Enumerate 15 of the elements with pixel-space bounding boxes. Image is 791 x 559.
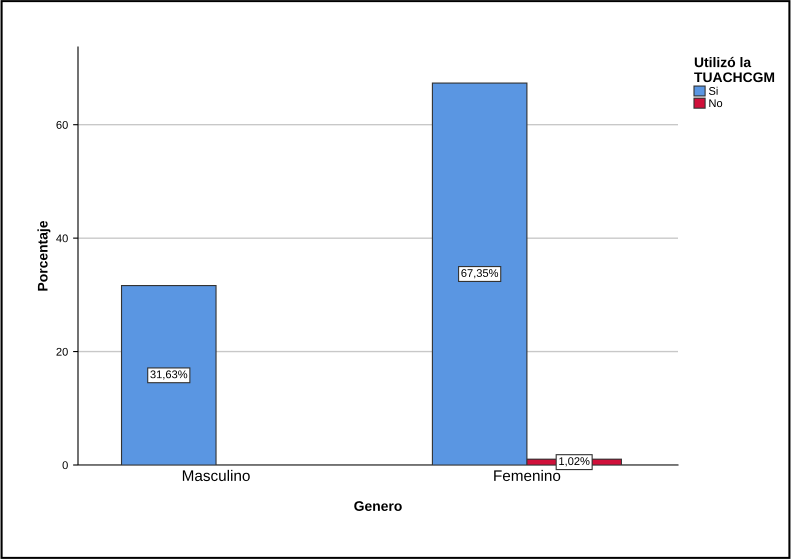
- y-tick-label: 40: [56, 234, 68, 242]
- legend-label: No: [709, 99, 722, 108]
- x-tick-label: Masculino: [182, 470, 250, 482]
- y-axis-title: Porcentaje: [37, 220, 50, 291]
- y-tick-label: 60: [56, 120, 68, 129]
- bar: [120, 285, 217, 465]
- data-label: 67,35%: [461, 269, 498, 278]
- y-tick-label: 0: [62, 461, 68, 470]
- data-label: 1,02%: [559, 457, 590, 466]
- x-axis-title: Genero: [354, 501, 402, 511]
- y-tick-label: 20: [56, 348, 68, 356]
- legend-label: Si: [708, 86, 718, 95]
- legend-title: Utilizó la TUACHCGM: [694, 56, 774, 82]
- x-tick-label: Femenino: [494, 470, 560, 482]
- data-label: 31,63%: [150, 370, 188, 380]
